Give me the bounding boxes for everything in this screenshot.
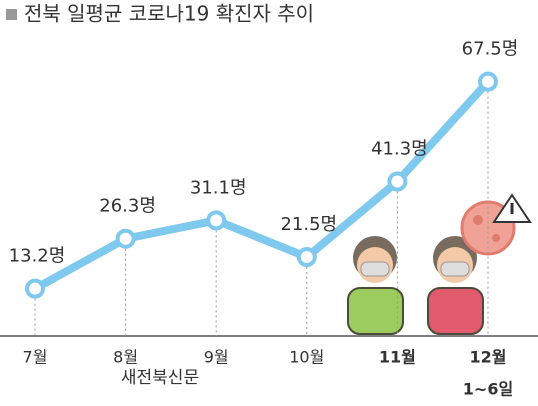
category-note: 1~6일 <box>463 380 513 399</box>
point <box>478 71 498 92</box>
line <box>33 78 491 293</box>
x-tick-label: 10월 <box>289 348 324 367</box>
watermark: 새전북신문 <box>121 368 199 388</box>
point <box>387 171 408 192</box>
value-label: 41.3명 <box>371 139 428 160</box>
x-tick-label: 11월 <box>379 348 416 367</box>
value-label: 21.5명 <box>280 214 337 235</box>
title-marker <box>6 9 17 20</box>
virus-icon <box>460 193 532 256</box>
value-label: 26.3명 <box>99 196 156 217</box>
x-tick-label: 8월 <box>113 348 138 367</box>
point <box>25 278 45 299</box>
point <box>115 228 136 249</box>
person-icon <box>427 236 484 335</box>
chart-title: 전북 일평균 코로나19 확진자 추이 <box>24 2 314 26</box>
point <box>206 210 227 231</box>
value-label: 31.1명 <box>190 177 247 198</box>
value-label: 67.5명 <box>462 39 519 60</box>
point <box>296 247 317 268</box>
x-tick-label: 12월 <box>470 348 507 367</box>
x-tick-label: 7월 <box>23 348 48 367</box>
value-label: 13.2명 <box>9 246 66 267</box>
person-icon <box>347 236 404 335</box>
x-tick-label: 9월 <box>204 348 229 367</box>
